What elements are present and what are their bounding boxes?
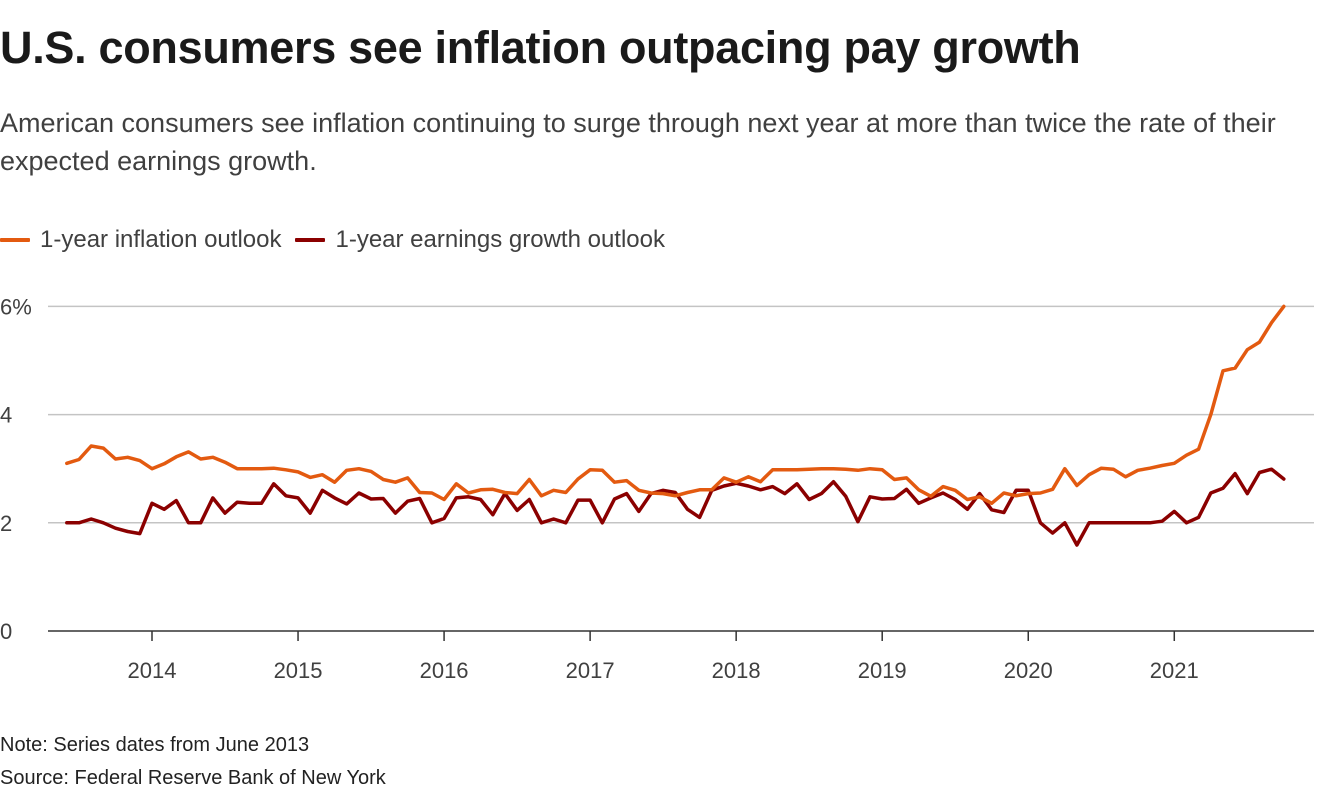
- x-tick-label: 2018: [712, 658, 761, 683]
- legend-label-earnings: 1-year earnings growth outlook: [335, 226, 666, 253]
- chart-note: Note: Series dates from June 2013: [0, 734, 310, 756]
- x-tick-label: 2017: [566, 658, 615, 683]
- x-tick-label: 2020: [1004, 658, 1053, 683]
- legend-swatch-earnings: [295, 238, 326, 242]
- chart-source: Source: Federal Reserve Bank of New York: [0, 767, 386, 789]
- series-line-inflation: [65, 304, 1286, 506]
- series-line-earnings: [65, 467, 1286, 547]
- x-tick-label: 2021: [1150, 658, 1199, 683]
- x-tick-label: 2019: [858, 658, 907, 683]
- legend-swatch-inflation: [0, 238, 30, 242]
- y-axis-ticks: 0 2 4 6%: [0, 294, 32, 644]
- legend-label-inflation: 1-year inflation outlook: [40, 226, 282, 253]
- chart-title: U.S. consumers see inflation outpacing p…: [0, 22, 1081, 73]
- series-lines: [65, 304, 1286, 547]
- chart-subtitle: American consumers see inflation continu…: [0, 108, 1276, 176]
- legend-item-earnings: 1-year earnings growth outlook: [295, 226, 665, 254]
- y-tick-label: 0: [0, 619, 12, 644]
- y-tick-label: 4: [0, 403, 12, 428]
- x-tick-label: 2014: [128, 658, 177, 683]
- y-tick-label: 6%: [0, 294, 32, 319]
- x-axis-ticks: 2014 2015 2016 2017 2018 2019 2020 2021: [128, 631, 1199, 683]
- x-tick-label: 2016: [420, 658, 469, 683]
- legend-item-inflation: 1-year inflation outlook: [0, 226, 281, 254]
- legend: 1-year inflation outlook 1-year earnings…: [0, 226, 679, 254]
- x-tick-label: 2015: [274, 658, 323, 683]
- y-tick-label: 2: [0, 511, 12, 536]
